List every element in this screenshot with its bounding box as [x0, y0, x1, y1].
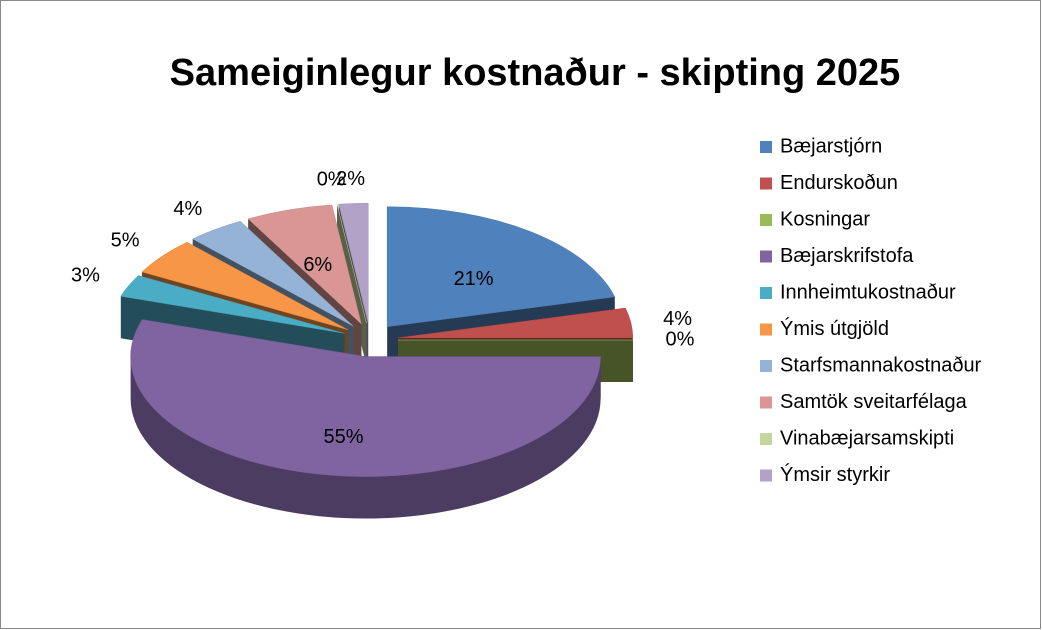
data-label: 4% — [173, 198, 202, 220]
legend-swatch — [760, 396, 772, 409]
legend-text: Ýmsir styrkir — [780, 463, 890, 486]
data-label: 0% — [666, 328, 695, 350]
slice — [336, 204, 367, 324]
data-label: 55% — [324, 426, 364, 448]
legend-text: Bæjarskrifstofa — [780, 245, 914, 267]
slice — [247, 204, 362, 325]
legend-swatch — [760, 323, 772, 336]
slice-side — [130, 356, 601, 519]
data-label: 6% — [303, 254, 332, 276]
legend-swatch — [760, 433, 772, 445]
legend-swatch — [760, 214, 772, 226]
legend-text: Ýmis útgjöld — [780, 317, 889, 340]
legend-text: Vinabæjarsamskipti — [780, 427, 954, 449]
legend-text: Endurskoðun — [780, 172, 898, 194]
slice — [130, 319, 601, 477]
legend-swatch — [760, 469, 772, 482]
legend-swatch — [760, 360, 772, 372]
slice — [141, 241, 348, 330]
legend-text: Samtök sveitarfélaga — [780, 391, 968, 413]
legend-text: Starfsmannakostnaður — [780, 354, 982, 376]
data-label: 21% — [454, 268, 494, 290]
legend-text: Innheimtukostnaður — [780, 281, 956, 303]
data-labels: 21%4%0%55%3%5%4%6%0%2% — [71, 168, 695, 448]
data-label: 3% — [71, 264, 100, 286]
data-label: 5% — [111, 230, 140, 252]
slice — [386, 206, 616, 328]
legend-swatch — [760, 250, 772, 263]
slice — [192, 220, 354, 327]
data-label: 4% — [663, 308, 692, 330]
slice — [120, 275, 345, 334]
slice — [397, 307, 634, 339]
slice-tops — [120, 202, 634, 477]
slice — [338, 202, 369, 324]
chart-title: Sameiginlegur kostnaður - skipting 2025 — [170, 52, 901, 94]
data-label: 2% — [336, 168, 365, 190]
data-label: 0% — [317, 169, 346, 191]
legend-text: Kosningar — [780, 208, 870, 230]
legend-swatch — [760, 177, 772, 190]
legend-swatch — [760, 141, 772, 153]
legend-text: Bæjarstjórn — [780, 135, 882, 157]
legend-swatch — [760, 287, 772, 299]
